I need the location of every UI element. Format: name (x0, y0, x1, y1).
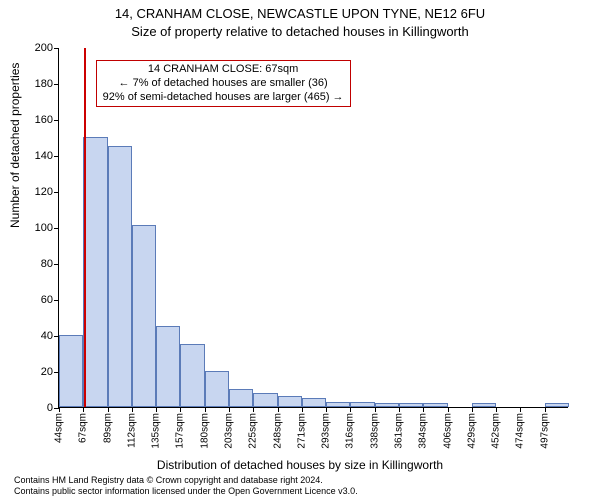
bar (229, 389, 253, 407)
x-axis-label: Distribution of detached houses by size … (0, 458, 600, 472)
footer-line-1: Contains HM Land Registry data © Crown c… (14, 475, 358, 485)
y-tick-mark (54, 192, 59, 193)
x-tick-mark (156, 407, 157, 412)
x-tick-label: 67sqm (78, 413, 89, 443)
footer-line-2: Contains public sector information licen… (14, 486, 358, 496)
y-tick-label: 40 (41, 330, 53, 342)
x-tick-label: 452sqm (491, 413, 502, 449)
bar (132, 225, 156, 407)
bar (59, 335, 83, 407)
x-tick-mark (278, 407, 279, 412)
x-tick-label: 203sqm (224, 413, 235, 449)
x-tick-mark (326, 407, 327, 412)
y-tick-label: 160 (35, 114, 53, 126)
x-tick-mark (108, 407, 109, 412)
y-tick-label: 100 (35, 222, 53, 234)
x-tick-label: 89sqm (102, 413, 113, 443)
y-tick-label: 200 (35, 42, 53, 54)
x-tick-mark (253, 407, 254, 412)
annotation-box: 14 CRANHAM CLOSE: 67sqm ← 7% of detached… (96, 60, 351, 107)
bar (156, 326, 180, 407)
y-tick-label: 60 (41, 294, 53, 306)
x-tick-label: 384sqm (418, 413, 429, 449)
y-tick-mark (54, 228, 59, 229)
y-tick-mark (54, 300, 59, 301)
y-tick-label: 180 (35, 78, 53, 90)
footer-attribution: Contains HM Land Registry data © Crown c… (14, 475, 358, 496)
y-tick-label: 120 (35, 186, 53, 198)
x-tick-label: 293sqm (321, 413, 332, 449)
x-tick-mark (132, 407, 133, 412)
x-tick-mark (229, 407, 230, 412)
annotation-line-1: 14 CRANHAM CLOSE: 67sqm (103, 63, 344, 77)
y-tick-mark (54, 264, 59, 265)
y-tick-label: 140 (35, 150, 53, 162)
page-subtitle: Size of property relative to detached ho… (0, 24, 600, 39)
chart-plot-area: 14 CRANHAM CLOSE: 67sqm ← 7% of detached… (58, 48, 568, 408)
bar (472, 403, 496, 407)
x-tick-label: 248sqm (272, 413, 283, 449)
x-tick-label: 338sqm (369, 413, 380, 449)
bar (180, 344, 204, 407)
y-tick-mark (54, 120, 59, 121)
bar (83, 137, 107, 407)
x-tick-label: 429sqm (466, 413, 477, 449)
bar (545, 403, 569, 407)
x-tick-mark (302, 407, 303, 412)
y-tick-mark (54, 372, 59, 373)
x-tick-mark (180, 407, 181, 412)
y-tick-mark (54, 156, 59, 157)
annotation-line-2: ← 7% of detached houses are smaller (36) (103, 77, 344, 91)
y-axis-label: Number of detached properties (8, 63, 22, 228)
x-tick-mark (423, 407, 424, 412)
x-tick-label: 406sqm (442, 413, 453, 449)
x-tick-mark (375, 407, 376, 412)
bar (399, 403, 423, 407)
x-tick-mark (83, 407, 84, 412)
x-tick-label: 271sqm (296, 413, 307, 449)
x-tick-label: 316sqm (345, 413, 356, 449)
y-tick-mark (54, 336, 59, 337)
x-tick-mark (496, 407, 497, 412)
x-tick-mark (205, 407, 206, 412)
x-tick-mark (399, 407, 400, 412)
x-tick-mark (520, 407, 521, 412)
bar (108, 146, 132, 407)
bar (375, 403, 399, 407)
bar (326, 402, 350, 407)
x-tick-mark (350, 407, 351, 412)
x-tick-mark (59, 407, 60, 412)
x-tick-label: 180sqm (199, 413, 210, 449)
x-tick-mark (448, 407, 449, 412)
y-tick-label: 20 (41, 366, 53, 378)
x-tick-label: 157sqm (175, 413, 186, 449)
bar (253, 393, 277, 407)
x-tick-mark (545, 407, 546, 412)
y-tick-label: 0 (47, 402, 53, 414)
bar (350, 402, 374, 407)
x-tick-label: 225sqm (248, 413, 259, 449)
x-tick-label: 44sqm (54, 413, 65, 443)
y-tick-mark (54, 84, 59, 85)
x-tick-label: 361sqm (394, 413, 405, 449)
y-tick-label: 80 (41, 258, 53, 270)
bar (302, 398, 326, 407)
x-tick-label: 135sqm (151, 413, 162, 449)
x-tick-mark (472, 407, 473, 412)
bar (423, 403, 447, 407)
bar (278, 396, 302, 407)
annotation-line-3: 92% of semi-detached houses are larger (… (103, 91, 344, 105)
x-tick-label: 497sqm (539, 413, 550, 449)
page-title: 14, CRANHAM CLOSE, NEWCASTLE UPON TYNE, … (0, 6, 600, 21)
x-tick-label: 112sqm (126, 413, 137, 448)
x-tick-label: 474sqm (515, 413, 526, 449)
marker-line (84, 48, 86, 407)
bar (205, 371, 229, 407)
y-tick-mark (54, 48, 59, 49)
